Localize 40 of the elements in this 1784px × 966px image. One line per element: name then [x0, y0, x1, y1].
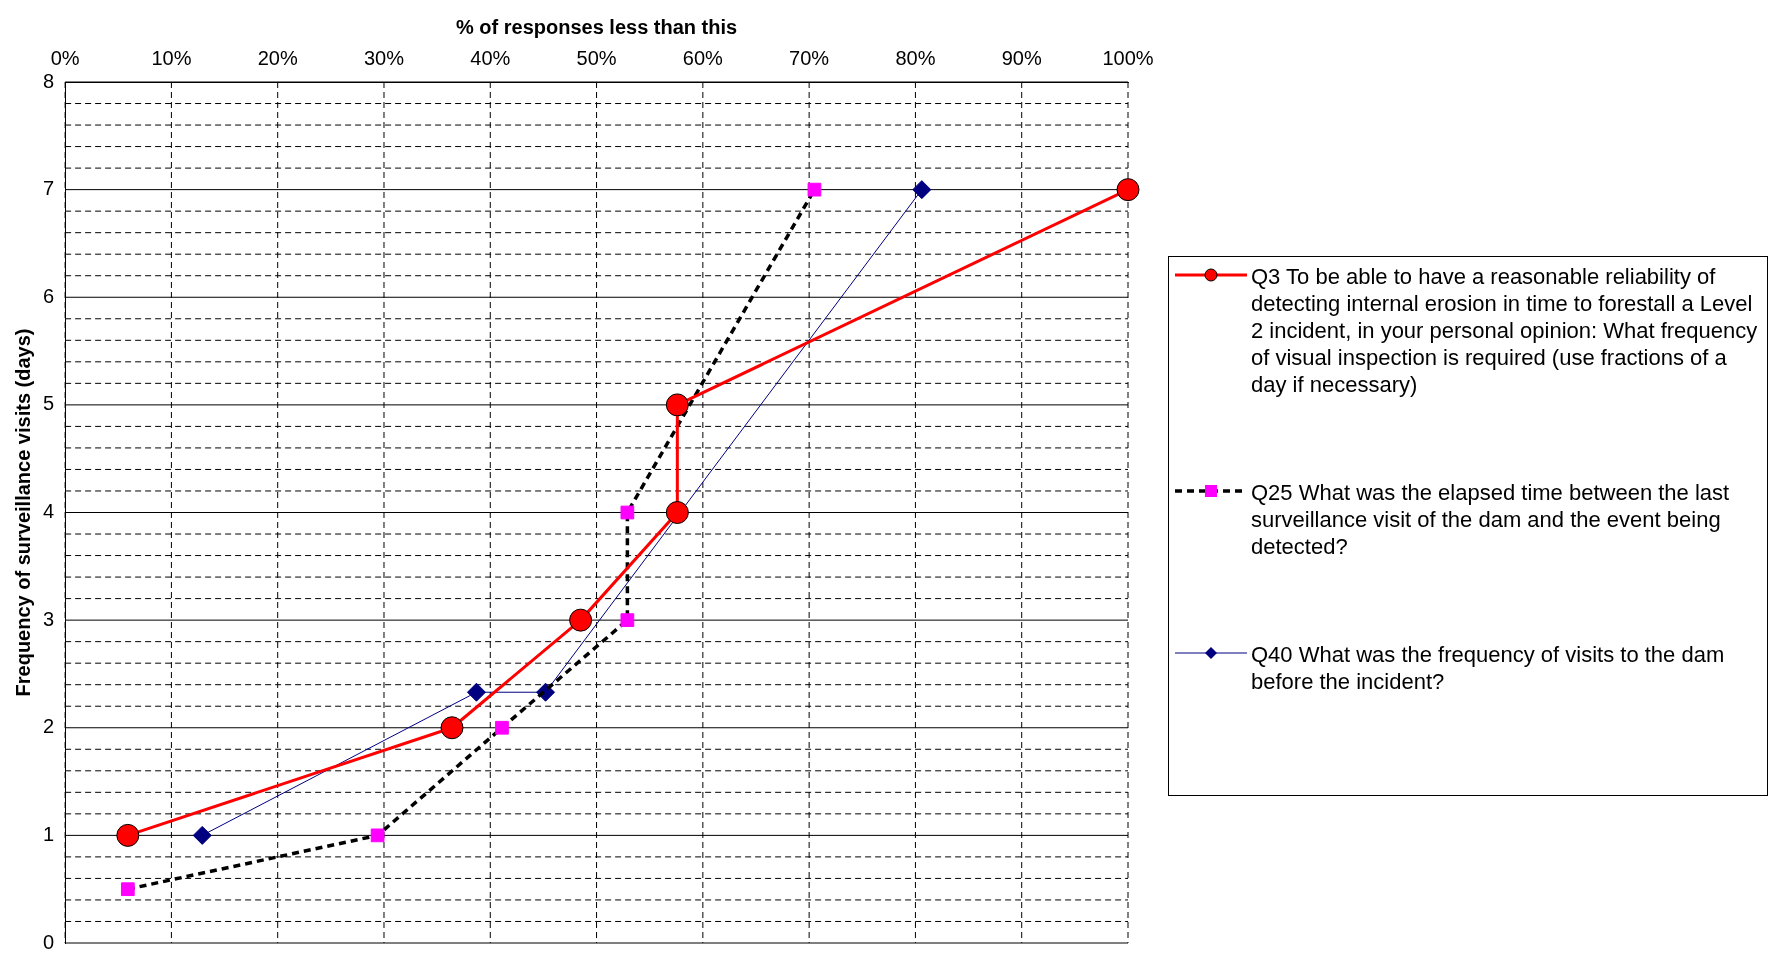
point [120, 882, 135, 897]
x-tick-label: 30% [363, 46, 405, 69]
y-tick-label: 4 [43, 500, 55, 523]
x-tick-label: 40% [470, 46, 511, 69]
point [569, 608, 593, 632]
x-tick-label: 20% [257, 46, 298, 69]
x-tick-label: 50% [576, 46, 617, 69]
y-tick-label: 8 [43, 69, 55, 92]
point [620, 613, 635, 627]
x-tick-label: 10% [151, 46, 192, 69]
x-tick-label: 80% [895, 46, 936, 69]
x-tick-label: 60% [682, 46, 724, 69]
point [495, 720, 509, 735]
y-axis-title: Frequency of surveillance visits (days) [11, 328, 34, 697]
y-tick-label: 3 [43, 607, 55, 630]
y-tick-label: 2 [43, 715, 55, 738]
y-tick-label: 1 [43, 822, 55, 845]
point [665, 393, 689, 417]
y-tick-label: 0 [43, 930, 55, 953]
point [1116, 178, 1140, 202]
point [370, 828, 385, 843]
x-tick-label: 0% [50, 46, 80, 69]
x-tick-label: 100% [1102, 46, 1154, 69]
x-tick-label: 70% [789, 46, 830, 69]
point [665, 501, 689, 524]
point [116, 823, 140, 847]
x-tick-label: 90% [1001, 46, 1042, 69]
point [912, 180, 932, 200]
x-axis-title: % of responses less than this [455, 15, 738, 38]
point [192, 825, 212, 845]
point [620, 505, 635, 520]
y-tick-label: 6 [43, 284, 55, 307]
point [440, 716, 464, 740]
y-tick-label: 5 [43, 392, 55, 415]
legend-label: Q25 What was the elapsed time between the last surveillance visit of the dam and the event being detected? [1251, 479, 1731, 560]
point [466, 682, 486, 702]
legend-label: Q3 To be able to have a reasonable reliability of detecting internal erosion in time to forestall a Level 2 incident, in your personal opinion: What frequency of visual inspection is required (use fractions of a day if necessary) [1251, 263, 1759, 398]
point [807, 182, 822, 197]
legend-label: Q40 What was the frequency of visits to the dam before the incident? [1251, 641, 1726, 695]
y-tick-label: 7 [43, 177, 55, 200]
